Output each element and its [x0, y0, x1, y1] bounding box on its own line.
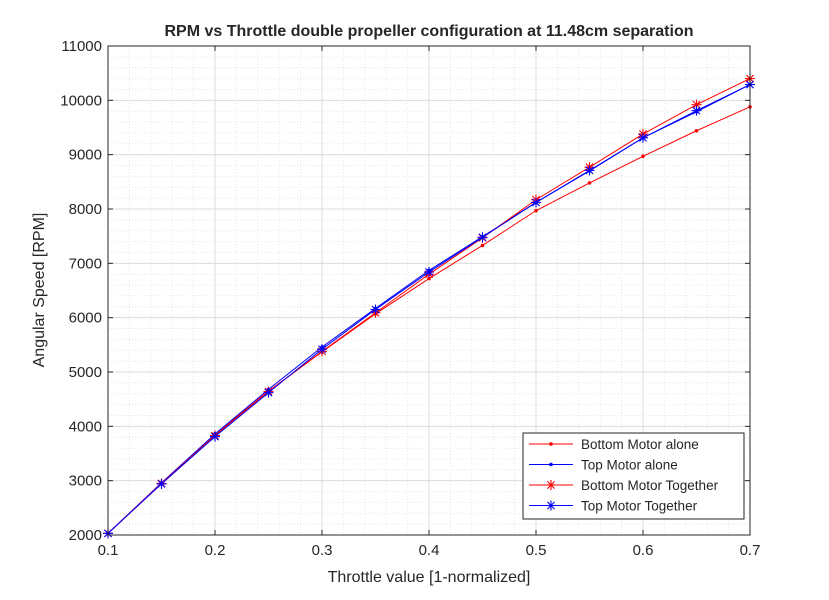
y-tick-label: 9000 — [69, 147, 102, 164]
x-tick-label: 0.6 — [633, 542, 654, 559]
data-point — [317, 344, 327, 355]
legend-item: Bottom Motor Together — [529, 478, 719, 493]
legend-label: Bottom Motor alone — [581, 437, 699, 452]
x-tick-label: 0.3 — [312, 542, 333, 559]
marker-stroke — [585, 166, 594, 175]
data-point — [480, 243, 485, 248]
y-tick-label: 11000 — [61, 38, 102, 55]
marker-stroke — [264, 388, 273, 397]
y-tick-label: 7000 — [69, 255, 102, 272]
data-point — [210, 431, 220, 442]
data-point — [638, 132, 648, 143]
y-tick-label: 10000 — [60, 92, 102, 109]
y-tick-label: 5000 — [69, 364, 102, 381]
marker-stroke — [211, 432, 219, 441]
data-point — [549, 442, 553, 446]
legend-label: Bottom Motor Together — [581, 478, 719, 493]
ticks-layer: 0.1 0.2 0.3 0.4 0.5 0.6 0.7 2000 3000 4000 5000 600… — [60, 38, 760, 559]
x-axis-label: Throttle value [1-normalized] — [328, 569, 531, 586]
data-point — [691, 105, 702, 116]
data-point — [587, 181, 592, 185]
y-tick-label: 6000 — [69, 310, 102, 327]
data-point — [424, 267, 434, 278]
x-tick-label: 0.5 — [526, 542, 547, 559]
y-tick-label: 4000 — [69, 418, 102, 435]
legend: Bottom Motor alone Top Motor alone Bottom … — [522, 432, 745, 520]
marker-stroke — [532, 198, 540, 207]
data-point — [546, 500, 556, 511]
marker-stroke — [157, 479, 166, 488]
data-point — [531, 197, 541, 208]
marker-stroke — [692, 100, 701, 109]
marker-stroke — [639, 133, 647, 142]
x-tick-label: 0.4 — [419, 542, 440, 559]
data-point — [156, 478, 167, 489]
marker-stroke — [547, 501, 555, 510]
marker-stroke — [478, 233, 487, 242]
y-tick-label: 8000 — [69, 201, 102, 218]
x-tick-label: 0.7 — [740, 542, 761, 559]
data-point — [477, 232, 488, 243]
legend-item: Top Motor alone — [529, 458, 678, 473]
x-tick-label: 0.2 — [205, 542, 226, 559]
marker-stroke — [547, 481, 555, 489]
marker-stroke — [692, 106, 701, 115]
data-point — [694, 128, 699, 133]
data-point — [534, 208, 538, 213]
y-axis-label: Angular Speed [RPM] — [31, 213, 48, 368]
y-tick-label: 3000 — [69, 473, 102, 490]
data-point — [546, 480, 556, 490]
data-point — [263, 387, 274, 398]
data-point — [584, 165, 595, 176]
x-tick-label: 0.1 — [98, 542, 119, 559]
marker-stroke — [371, 305, 380, 314]
marker-stroke — [425, 268, 433, 277]
data-point — [641, 154, 645, 159]
data-point — [370, 304, 381, 315]
data-point — [549, 462, 553, 467]
legend-item: Bottom Motor alone — [529, 437, 699, 452]
y-tick-label: 2000 — [69, 527, 102, 544]
marker-stroke — [318, 345, 326, 354]
legend-label: Top Motor alone — [581, 458, 678, 473]
legend-box — [522, 432, 745, 520]
legend-item: Top Motor Together — [529, 499, 698, 514]
legend-label: Top Motor Together — [581, 499, 698, 514]
chart-title: RPM vs Throttle double propeller configu… — [165, 23, 694, 40]
